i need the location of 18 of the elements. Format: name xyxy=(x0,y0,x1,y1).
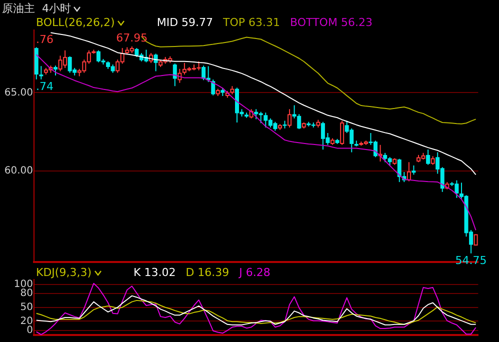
y-tick-label: 80 xyxy=(20,288,33,300)
legend-title: BOLL(26,26,2) xyxy=(36,16,116,29)
y-tick-label: 60.00 xyxy=(4,166,33,177)
text: MID 59.77 xyxy=(156,16,214,29)
y-tick-label: 20 xyxy=(20,316,33,327)
text: J 6.28 xyxy=(239,266,270,279)
y-tick-label: 65.00 xyxy=(4,87,33,98)
y-tick-label: 100 xyxy=(14,278,33,290)
chart-title: 原油主 4小时 xyxy=(2,1,72,16)
legend-title: KDJ(9,3,3) xyxy=(36,266,92,279)
series-label: K 13.02 xyxy=(134,266,176,279)
text: BOTTOM 56.23 xyxy=(290,16,372,29)
annotation: .76 xyxy=(36,32,54,46)
text: D 16.39 xyxy=(186,266,230,279)
annotation: .74 xyxy=(36,80,54,93)
y-tick-label: 0 xyxy=(26,324,33,336)
y-tick-label: 50 xyxy=(20,302,33,313)
series-label: TOP 63.31 xyxy=(223,16,280,29)
